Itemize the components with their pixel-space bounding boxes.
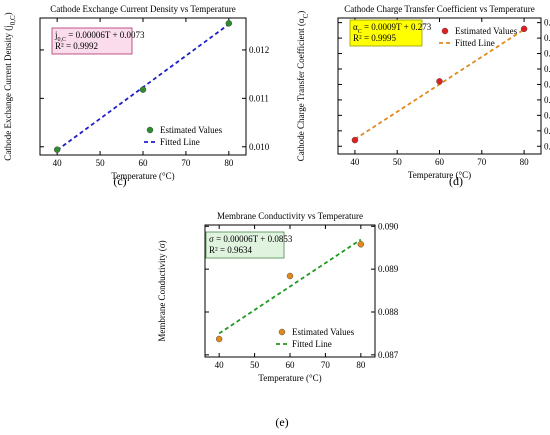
y-tick-label: 0.315 <box>544 110 550 120</box>
data-point <box>436 78 443 85</box>
y-tick-label: 0.330 <box>544 64 550 74</box>
data-point <box>351 136 359 144</box>
equation-box-bg <box>349 19 423 47</box>
y-tick-label: 0.087 <box>378 350 399 360</box>
legend-marker <box>146 126 154 134</box>
data-point <box>215 335 223 343</box>
equation-line-1: αC = 0.0009T + 0.273 <box>353 22 432 35</box>
legend-label-points: Estimated Values <box>292 327 355 337</box>
data-point <box>225 20 233 27</box>
legend: Estimated Values Fitted Line <box>144 125 223 147</box>
data-point <box>520 25 528 33</box>
x-tick-label: 40 <box>53 158 63 168</box>
y-tick-label: 0.335 <box>544 49 550 59</box>
x-tick-label: 80 <box>224 158 234 168</box>
legend-label-line: Fitted Line <box>160 137 200 147</box>
chart-title: Cathode Charge Transfer Coefficient vs T… <box>344 4 535 14</box>
y-tick-label: 0.012 <box>249 45 269 55</box>
equation-line-1: σ = 0.00006T + 0.0853 <box>209 234 293 244</box>
data-point <box>139 86 147 93</box>
x-tick-label: 80 <box>520 157 530 167</box>
x-tick-label: 50 <box>250 360 260 370</box>
data-point <box>53 146 61 153</box>
legend-marker <box>441 27 449 35</box>
y-axis-label: Membrane Conductivity (σ) <box>157 240 167 341</box>
x-axis-label: Temperature (°C) <box>111 171 174 181</box>
chart-title: Membrane Conductivity vs Temperature <box>217 211 363 221</box>
data-point <box>286 272 294 280</box>
legend-label-points: Estimated Values <box>160 125 223 135</box>
x-tick-label: 60 <box>139 158 149 168</box>
x-tick-label: 50 <box>393 157 403 167</box>
legend-label-line: Fitted Line <box>455 38 495 48</box>
chart-title: Cathode Exchange Current Density vs Temp… <box>50 4 235 14</box>
y-tick-label: 0.340 <box>544 33 550 43</box>
equation-line-1: j0,C = 0.00006T + 0.0073 <box>54 30 145 43</box>
x-tick-label: 70 <box>181 158 191 168</box>
x-tick-label: 50 <box>96 158 106 168</box>
y-tick-label: 0.305 <box>544 141 550 151</box>
y-tick-label: 0.088 <box>378 307 399 317</box>
x-tick-label: 40 <box>350 157 360 167</box>
equation-line-2: R² = 0.9992 <box>55 41 98 51</box>
equation-box-bg <box>205 231 285 259</box>
y-tick-label: 0.090 <box>378 221 399 231</box>
chart-panel-d: Cathode Charge Transfer Coefficient vs T… <box>296 4 550 188</box>
x-tick-label: 60 <box>286 360 296 370</box>
equation-line-2: R² = 0.9634 <box>209 245 253 255</box>
panel-caption: (d) <box>449 174 463 188</box>
y-axis-label: Cathode Charge Transfer Coefficient (αC) <box>296 11 310 162</box>
y-tick-label: 0.345 <box>544 18 550 28</box>
y-tick-label: 0.011 <box>249 93 269 103</box>
x-tick-label: 40 <box>215 360 225 370</box>
x-axis-label: Temperature (°C) <box>408 170 471 180</box>
panel-caption: (e) <box>275 415 288 429</box>
legend: Estimated Values Fitted Line <box>276 327 355 349</box>
y-tick-label: 0.320 <box>544 95 550 105</box>
panel-caption: (c) <box>113 174 126 188</box>
y-axis-label: Cathode Exchange Current Density (j0,C) <box>3 12 17 160</box>
legend-label-line: Fitted Line <box>292 339 332 349</box>
equation-line-2: R² = 0.9995 <box>353 33 397 43</box>
x-axis-label: Temperature (°C) <box>258 373 321 383</box>
x-tick-label: 80 <box>356 360 366 370</box>
chart-panel-c: Cathode Exchange Current Density vs Temp… <box>3 4 270 188</box>
legend-marker <box>278 328 286 336</box>
y-tick-label: 0.325 <box>544 79 550 89</box>
x-tick-label: 70 <box>477 157 487 167</box>
data-point <box>357 241 365 248</box>
legend: Estimated Values Fitted Line <box>439 26 518 48</box>
y-tick-label: 0.010 <box>249 142 270 152</box>
y-tick-label: 0.310 <box>544 126 550 136</box>
equation-box-bg <box>51 27 133 55</box>
x-tick-label: 60 <box>435 157 445 167</box>
y-tick-label: 0.089 <box>378 264 399 274</box>
fitted-line <box>218 238 362 335</box>
x-tick-label: 70 <box>321 360 331 370</box>
chart-panel-e: Membrane Conductivity vs Temperature 40 50… <box>157 211 399 429</box>
legend-label-points: Estimated Values <box>455 26 518 36</box>
